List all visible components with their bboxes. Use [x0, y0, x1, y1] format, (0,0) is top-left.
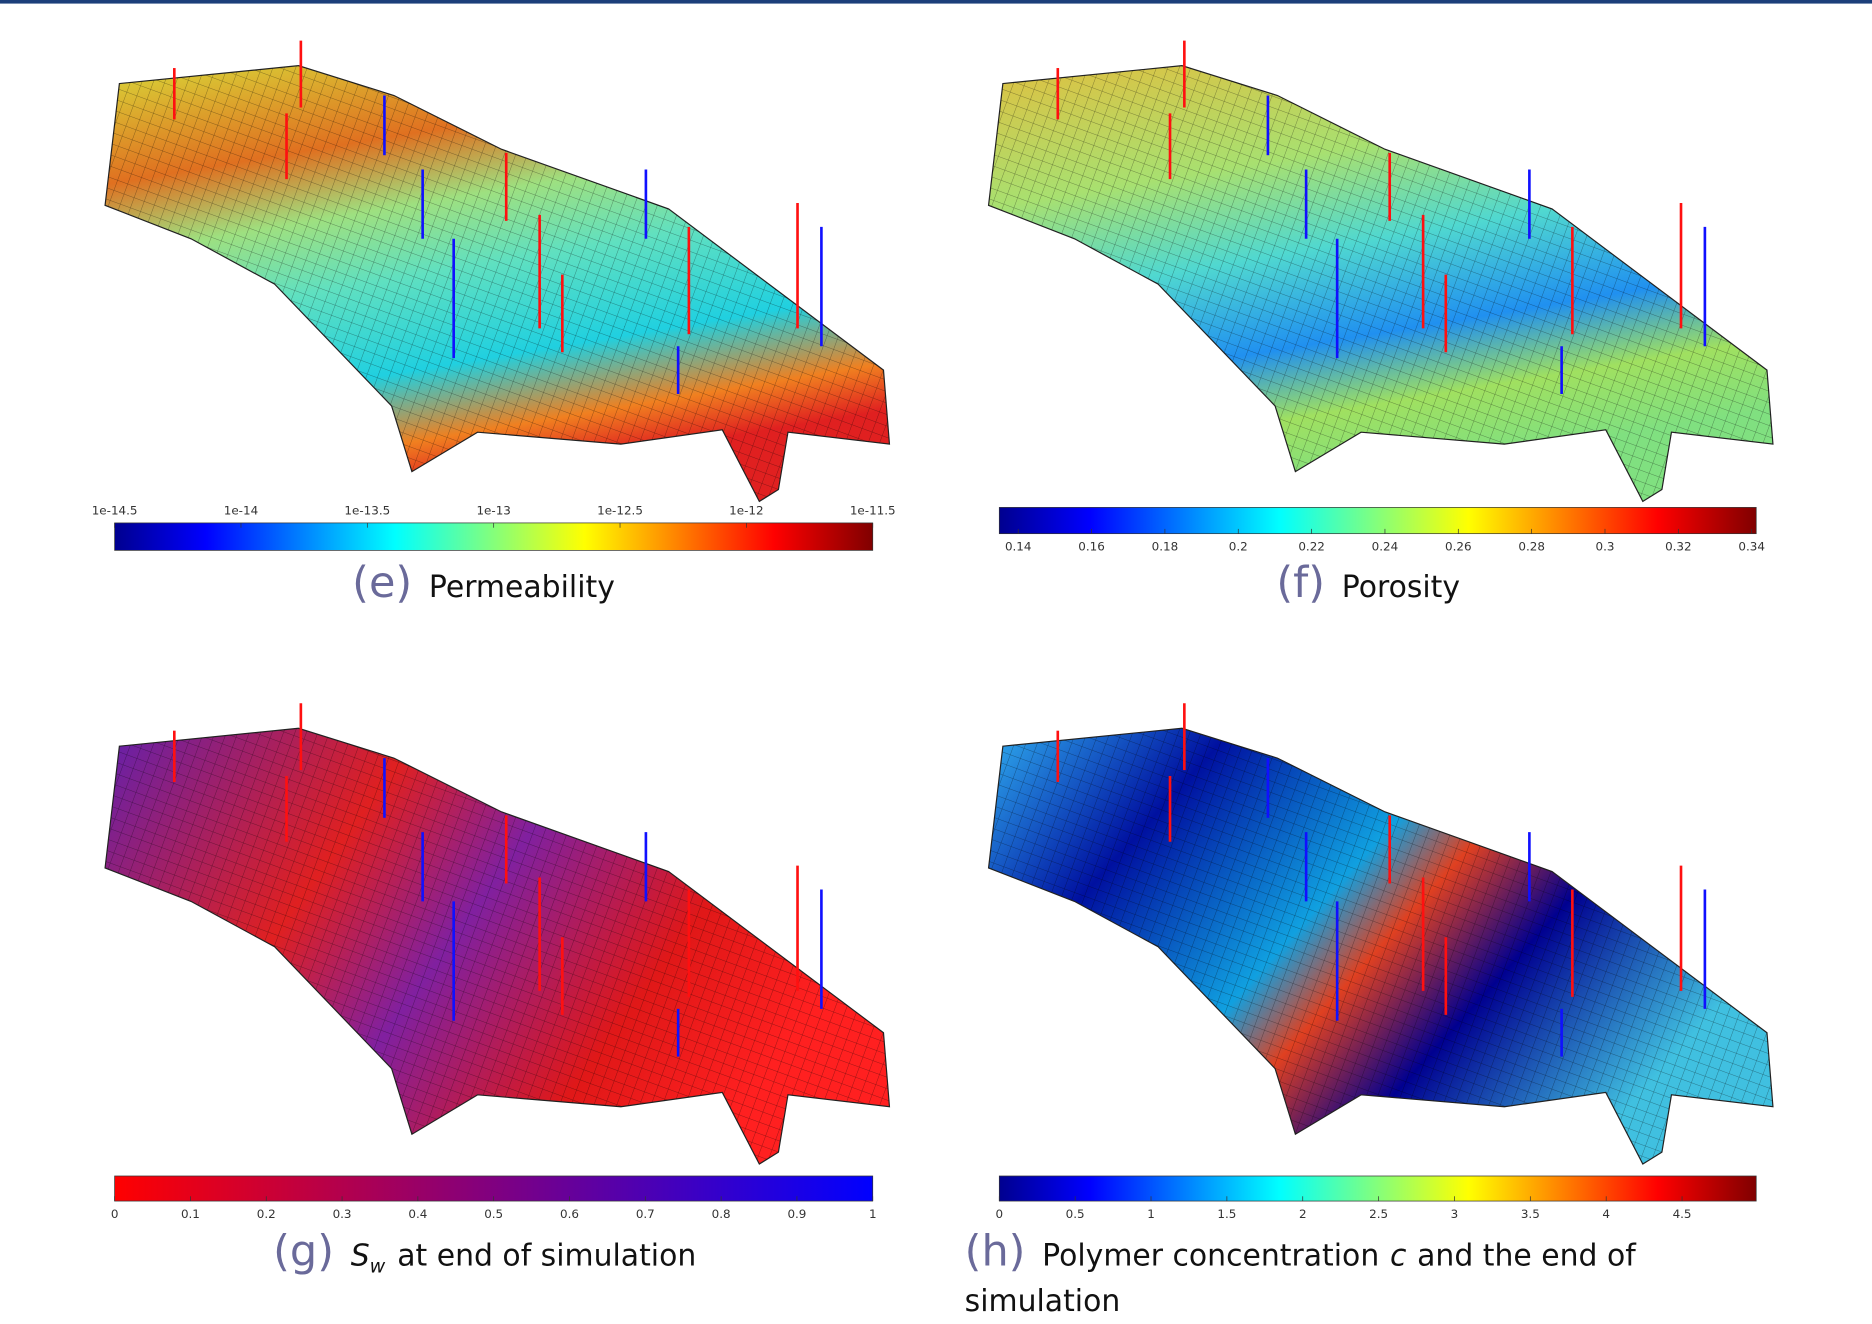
colorbar-tick-label: 0.1	[181, 1207, 200, 1221]
reservoir-view	[105, 703, 889, 1164]
reservoir-grid	[989, 728, 1773, 1164]
caption-label: (e)	[352, 559, 412, 608]
caption-symbol: S	[351, 1238, 370, 1273]
reservoir-grid	[989, 66, 1773, 502]
colorbar-tick-label: 1	[1147, 1207, 1155, 1221]
slide: 1e-14.5 1e-14 1e-13.5 1e-13 1e-12.5 1e-12 1e-1…	[0, 0, 1872, 1320]
colorbar-tick-label: 0.16	[1078, 539, 1105, 553]
caption-text: Polymer concentration	[1042, 1238, 1379, 1273]
colorbar-tick-label: 1	[869, 1207, 877, 1221]
colorbar-tick-label: 0.18	[1152, 539, 1179, 553]
colorbar	[999, 507, 1756, 533]
colorbar-tick-label: 0.6	[560, 1207, 579, 1221]
reservoir-grid	[105, 66, 889, 502]
caption-label: (h)	[965, 1227, 1026, 1276]
colorbar-tick-label: 1.5	[1217, 1207, 1236, 1221]
reservoir-view	[105, 41, 889, 502]
colorbar-tick-label: 0.14	[1005, 539, 1032, 553]
caption-symbol: c	[1390, 1238, 1406, 1273]
colorbar-tick-label: 1e-13	[476, 504, 510, 518]
colorbar-tick-label: 0.34	[1738, 539, 1765, 553]
colorbar-tick-label: 3.5	[1521, 1207, 1540, 1221]
colorbar-tick-label: 0.28	[1518, 539, 1545, 553]
colorbar-tick-label: 3	[1451, 1207, 1459, 1221]
reservoir-view	[989, 41, 1773, 502]
colorbar-tick-label: 0	[111, 1207, 119, 1221]
colorbar-tick-label: 0.26	[1445, 539, 1472, 553]
colorbar-tick-label: 0.22	[1298, 539, 1325, 553]
colorbar-tick-label: 1e-14	[224, 504, 258, 518]
caption-label: (g)	[273, 1227, 334, 1276]
colorbar-tick-label: 0.5	[484, 1207, 503, 1221]
reservoir-grid	[105, 728, 889, 1164]
caption-text: Porosity	[1342, 569, 1460, 604]
top-rule	[0, 0, 1872, 4]
colorbar	[999, 1176, 1756, 1201]
colorbar-tick-label: 4	[1602, 1207, 1610, 1221]
colorbar-tick-label: 1e-14.5	[92, 504, 138, 518]
caption: (e) Permeability	[125, 561, 841, 610]
caption: (g) Sw at end of simulation	[127, 1230, 843, 1290]
colorbar-tick-label: 1e-11.5	[850, 504, 896, 518]
colorbar-tick-label: 1e-12.5	[597, 504, 643, 518]
colorbar-tick-label: 0.9	[787, 1207, 806, 1221]
colorbar-tick-label: 0.2	[257, 1207, 276, 1221]
caption-text: Permeability	[429, 569, 615, 604]
colorbar-tick-label: 0.3	[333, 1207, 352, 1221]
caption-label: (f)	[1276, 559, 1325, 608]
reservoir-view	[989, 703, 1773, 1164]
colorbar-tick-label: 1e-13.5	[344, 504, 390, 518]
colorbar-tick-label: 0.4	[408, 1207, 427, 1221]
colorbar-tick-label: 0.32	[1665, 539, 1692, 553]
caption-text: at end of simulation	[397, 1238, 696, 1273]
colorbar-tick-label: 0.3	[1596, 539, 1615, 553]
colorbar-tick-label: 4.5	[1673, 1207, 1692, 1221]
colorbar-tick-label: 0.8	[712, 1207, 731, 1221]
colorbar-tick-label: 0.5	[1066, 1207, 1085, 1221]
figure: 1e-14.5 1e-14 1e-13.5 1e-13 1e-12.5 1e-12 1e-1…	[0, 0, 1872, 1320]
colorbar-tick-label: 2.5	[1369, 1207, 1388, 1221]
colorbar-tick-label: 0.24	[1372, 539, 1399, 553]
colorbar-tick-label: 0	[995, 1207, 1003, 1221]
caption-subscript: w	[370, 1255, 386, 1278]
colorbar-tick-label: 0.2	[1229, 539, 1248, 553]
colorbar-tick-label: 1e-12	[729, 504, 763, 518]
caption: (f) Porosity	[1010, 561, 1726, 610]
colorbar-tick-label: 2	[1299, 1207, 1307, 1221]
colorbar-tick-label: 0.7	[636, 1207, 655, 1221]
page: 1e-14.5 1e-14 1e-13.5 1e-13 1e-12.5 1e-12 1e-1…	[0, 0, 1872, 1321]
